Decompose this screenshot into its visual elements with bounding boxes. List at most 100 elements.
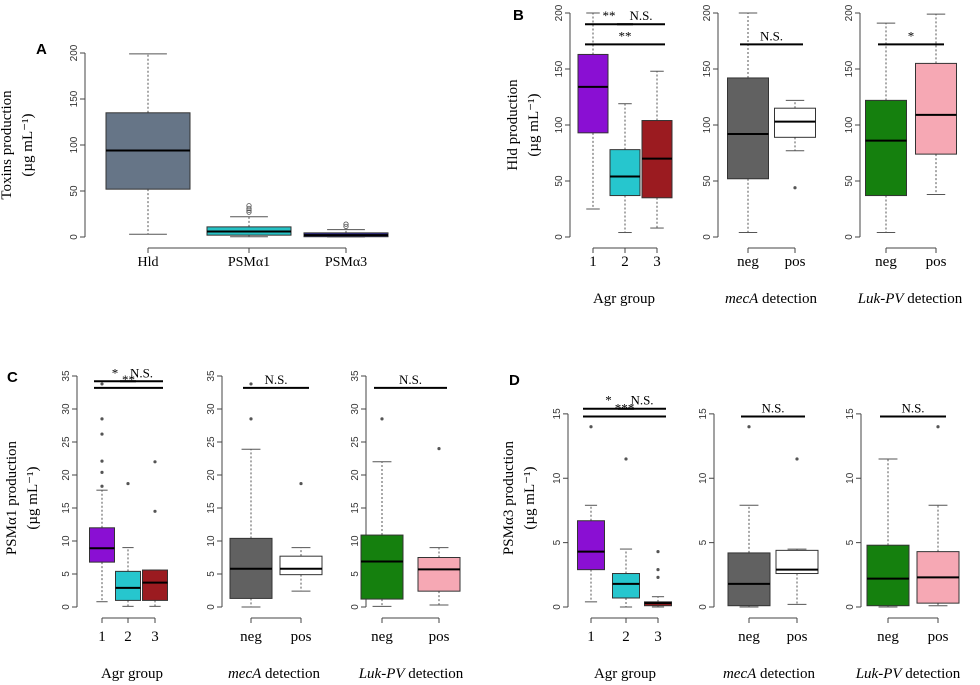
panel-d-sub3-x-axis-title-italic: Luk-PV bbox=[855, 666, 904, 682]
panel-c-sub1-x-axis-title: Agr group bbox=[101, 666, 163, 682]
panel-c-sub1-group-3-box bbox=[142, 569, 168, 601]
panel-d-sub1-group-1-box bbox=[577, 520, 605, 571]
panel-c-sub1-y-tick-label: 0 bbox=[61, 604, 72, 610]
panel-d-sub1-x-tick-label: 2 bbox=[622, 629, 630, 645]
panel-d-sub2-y-tick-label: 0 bbox=[698, 604, 709, 610]
panel-b-sub1-y-tick-label: 150 bbox=[554, 60, 565, 77]
panel-d-sub1-group-3-outlier bbox=[656, 575, 660, 579]
panel-b-sub1-significance-label: ** bbox=[603, 8, 616, 23]
panel-d-sub2-y-tick-label: 15 bbox=[698, 408, 709, 420]
panel-a-y-tick-label: 0 bbox=[69, 234, 80, 240]
panel-d-sub2-group-pos-box bbox=[775, 549, 819, 575]
panel-c-sub1-group-1-outlier bbox=[100, 459, 104, 463]
panel-c-sub2-y-tick-label: 25 bbox=[206, 436, 217, 448]
panel-c-sub3-significance-label: N.S. bbox=[399, 372, 422, 387]
panel-c-sub3-group-neg-box bbox=[360, 534, 404, 600]
panel-b-subplot-3: 0 50 100 150 200 neg pos Luk-PV detection * bbox=[844, 4, 963, 307]
panel-c-sub1-y-tick-label: 30 bbox=[61, 403, 72, 415]
panel-c-sub3-x-axis-title-italic: Luk-PV bbox=[358, 666, 407, 682]
panel-c-sub3-y-tick-label: 30 bbox=[350, 403, 361, 415]
panel-c-sub2-y-tick-label: 20 bbox=[206, 469, 217, 481]
panel-c-sub1-significance-label: * bbox=[112, 365, 119, 380]
panel-c-sub2-y-tick-label: 35 bbox=[206, 370, 217, 382]
panel-a-letter: A bbox=[36, 41, 47, 58]
panel-d-sub2-y-tick-label: 5 bbox=[698, 539, 709, 545]
panel-b-sub2-group-neg-box bbox=[727, 77, 769, 180]
panel-b-sub1-y-tick-label: 0 bbox=[554, 234, 565, 240]
panel-d-sub1-x-tick-label: 1 bbox=[587, 629, 595, 645]
panel-d-subplot-3: 0 5 10 15 neg pos Luk-PV detection N.S. bbox=[845, 400, 961, 682]
panel-c-sub1-group-1-outlier bbox=[100, 432, 104, 436]
panel-c-sub1-group-2-box bbox=[115, 570, 141, 601]
panel-d-sub3-x-tick-label: neg bbox=[877, 629, 899, 645]
panel-c-sub2-y-tick-label: 10 bbox=[206, 535, 217, 547]
panel-b-sub1-significance-label: N.S. bbox=[629, 8, 652, 23]
panel-b-sub1-y-tick-label: 100 bbox=[554, 116, 565, 133]
panel-a-y-tick-label: 150 bbox=[69, 90, 80, 107]
panel-b-sub2-x-axis-title-italic: mecA bbox=[725, 291, 759, 307]
panel-d-sub1-group-2-box bbox=[612, 573, 640, 599]
panel-c-sub2-significance-label: N.S. bbox=[264, 372, 287, 387]
panel-d-sub1-x-tick-label: 3 bbox=[654, 629, 662, 645]
panel-a-x-tick-label: Hld bbox=[138, 255, 159, 270]
panel-a-psmα3-outlier bbox=[343, 221, 349, 227]
panel-a-y-axis-title: Toxins production bbox=[0, 90, 15, 200]
panel-b-sub2-y-tick-label: 200 bbox=[702, 4, 713, 21]
panel-d-sub1-significance-label: * bbox=[605, 393, 612, 408]
panel-b-sub1-x-tick-label: 2 bbox=[621, 254, 629, 270]
panel-d-sub3-x-axis-title: Luk-PV detection bbox=[855, 666, 961, 682]
panel-b-sub2-x-axis-title: mecA detection bbox=[725, 291, 818, 307]
panel-d-sub1-y-tick-label: 10 bbox=[552, 472, 563, 484]
panel-a-psmα1-outlier bbox=[246, 209, 252, 215]
panel-b-sub1-y-tick-label: 200 bbox=[554, 4, 565, 21]
panel-d-sub2-x-tick-label: pos bbox=[787, 629, 808, 645]
panel-c-sub3-x-tick-label: pos bbox=[429, 629, 450, 645]
panel-b-sub2-x-tick-label: pos bbox=[785, 254, 806, 270]
panel-b-sub2-y-tick-label: 150 bbox=[702, 60, 713, 77]
panel-c-sub1-x-axis-title-plain: Agr group bbox=[101, 666, 163, 682]
panel-c-sub2-x-axis-title-italic: mecA bbox=[228, 666, 262, 682]
panel-b-sub1-x-tick-label: 1 bbox=[589, 254, 597, 270]
panel-b-sub1-group-2-box bbox=[609, 149, 641, 197]
panel-d-sub3-group-neg-box bbox=[866, 544, 910, 607]
panel-c-letter: C bbox=[7, 369, 18, 386]
panel-c-sub1-y-tick-label: 20 bbox=[61, 469, 72, 481]
panel-c-sub2-y-tick-label: 15 bbox=[206, 502, 217, 514]
panel-b-sub3-x-axis-title: Luk-PV detection bbox=[857, 291, 963, 307]
panel-c-y-axis-units: (µg mL⁻¹) bbox=[25, 466, 41, 529]
panel-b-subplot-2: 0 50 100 150 200 neg pos mecA detection N.S. bbox=[702, 4, 818, 307]
panel-c-subplot-1: 0 5 10 15 20 25 30 35 1 2 3 Agr group * N.S.** bbox=[61, 365, 168, 682]
panel-b-y-axis-units: (µg mL⁻¹) bbox=[526, 93, 542, 156]
panel-d-sub2-y-tick-label: 10 bbox=[698, 472, 709, 484]
panel-d-sub1-group-3-outlier bbox=[656, 568, 660, 572]
panel-d-sub1-group-3-outlier bbox=[656, 550, 660, 554]
panel-d-sub2-group-neg-box bbox=[727, 552, 771, 607]
panel-c-sub1-group-1-outlier bbox=[100, 382, 104, 386]
panel-c-sub1-significance-label: ** bbox=[122, 372, 135, 387]
panel-b-sub3-y-tick-label: 50 bbox=[844, 175, 855, 187]
panel-b-sub2-x-axis-title-plain: detection bbox=[758, 291, 817, 307]
panel-c-sub1-x-tick-label: 1 bbox=[98, 629, 106, 645]
panel-b-sub3-x-axis-title-plain: detection bbox=[904, 291, 963, 307]
panel-c-sub3-y-tick-label: 0 bbox=[350, 604, 361, 610]
panel-a-y-tick-label: 50 bbox=[69, 185, 80, 197]
panel-c-sub2-y-tick-label: 0 bbox=[206, 604, 217, 610]
panel-b-sub3-x-axis-title-italic: Luk-PV bbox=[857, 291, 906, 307]
panel-c-sub2-x-axis-title-plain: detection bbox=[261, 666, 320, 682]
panel-d-sub1-y-tick-label: 5 bbox=[552, 539, 563, 545]
panel-d-sub2-x-axis-title: mecA detection bbox=[723, 666, 816, 682]
panel-b: B Hld production (µg mL⁻¹) 0 50 100 150 200 1 2 3 A… bbox=[505, 4, 963, 307]
panel-b-sub1-x-axis-title-plain: Agr group bbox=[593, 291, 655, 307]
panel-b-sub1-x-axis-title: Agr group bbox=[593, 291, 655, 307]
panel-d-sub3-x-axis-title-plain: detection bbox=[902, 666, 961, 682]
panel-c-sub2-y-tick-label: 5 bbox=[206, 571, 217, 577]
panel-c-sub3-group-pos-outlier bbox=[437, 446, 441, 451]
panel-c-sub1-group-1-box bbox=[89, 527, 115, 563]
panel-d-sub2-group-neg-outlier bbox=[747, 425, 751, 429]
panel-d-sub1-significance-label: *** bbox=[615, 400, 635, 415]
panel-d-sub1-significance-label: N.S. bbox=[630, 393, 653, 408]
panel-d-sub2-x-axis-title-plain: detection bbox=[756, 666, 815, 682]
panel-a-psmα1-outlier bbox=[246, 203, 252, 209]
panel-c-sub1-y-tick-label: 10 bbox=[61, 535, 72, 547]
panel-b-sub2-group-pos-outlier bbox=[793, 186, 797, 190]
